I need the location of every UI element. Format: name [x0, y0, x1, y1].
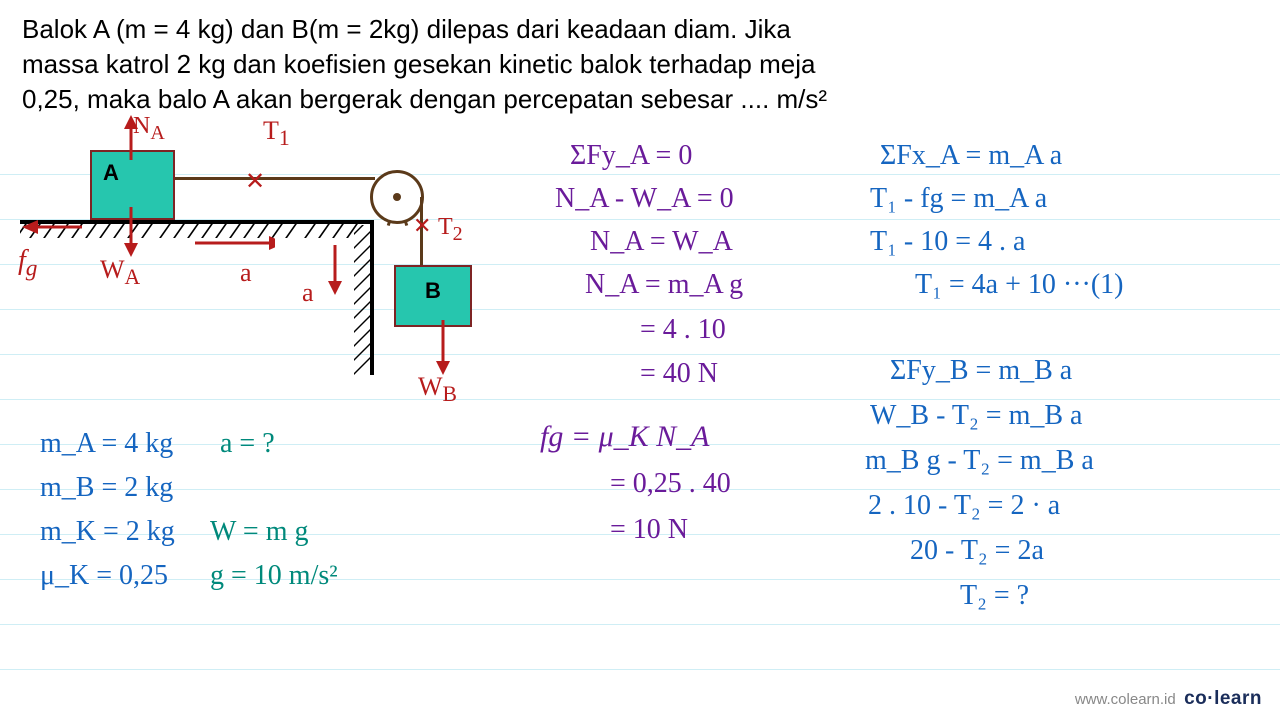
workA-4: N_A = m_A g [585, 269, 743, 301]
label-na: NA [133, 113, 165, 145]
footer: www.colearn.id co·learn [1075, 688, 1262, 710]
problem-line-1: Balok A (m = 4 kg) dan B(m = 2kg) dilepa… [22, 14, 791, 44]
workB-6: W_B - T₂ = m_B a [870, 400, 1082, 432]
arrow-a-horizontal [195, 233, 275, 253]
arrow-wa [116, 207, 146, 257]
arrow-wb [430, 320, 456, 375]
arrow-fg [22, 217, 82, 237]
given-g: g = 10 m/s² [210, 560, 338, 592]
workB-2: T₁ - fg = m_A a [870, 183, 1047, 215]
problem-statement: Balok A (m = 4 kg) dan B(m = 2kg) dilepa… [22, 12, 1022, 117]
workA-6: = 40 N [640, 358, 718, 390]
workB-9: 20 - T₂ = 2a [910, 535, 1044, 567]
workA-1: ΣFy_A = 0 [570, 140, 692, 172]
workA-5: = 4 . 10 [640, 314, 726, 346]
workB-4: T₁ = 4a + 10 ···(1) [915, 269, 1124, 301]
workB-1: ΣFx_A = m_A a [880, 140, 1062, 172]
workB-8: 2 . 10 - T₂ = 2 · a [868, 490, 1060, 522]
physics-diagram: A B ✕ ✕ [20, 125, 520, 405]
workA-8: = 0,25 . 40 [610, 468, 731, 500]
hatch-side [354, 225, 370, 375]
tension-t2-mark: ✕ [413, 213, 431, 239]
block-a-label: A [103, 160, 119, 186]
label-a-h: a [240, 258, 252, 288]
pulley-center [393, 193, 401, 201]
given-ma: m_A = 4 kg [40, 428, 173, 460]
workB-10: T₂ = ? [960, 580, 1029, 612]
label-t2: T2 [438, 214, 463, 246]
table-edge [370, 220, 374, 375]
label-t1: T1 [263, 116, 290, 151]
tension-t1-mark: ✕ [245, 167, 265, 196]
workA-3: N_A = W_A [590, 226, 733, 258]
workB-5: ΣFy_B = m_B a [890, 355, 1072, 387]
given-mk: m_K = 2 kg [40, 516, 175, 548]
footer-url: www.colearn.id [1075, 691, 1176, 708]
workA-7: fg = μ_K N_A [540, 420, 709, 454]
label-wa: WA [100, 255, 140, 290]
workB-7: m_B g - T₂ = m_B a [865, 445, 1094, 477]
problem-line-2: massa katrol 2 kg dan koefisien gesekan … [22, 49, 815, 79]
workA-2: N_A - W_A = 0 [555, 183, 734, 215]
given-a: a = ? [220, 428, 275, 460]
given-wmg: W = m g [210, 516, 309, 548]
rope-horizontal [175, 177, 375, 180]
label-wb: WB [418, 372, 457, 407]
given-muk: μ_K = 0,25 [40, 560, 168, 592]
footer-brand: co·learn [1184, 688, 1262, 709]
workA-9: = 10 N [610, 514, 688, 546]
given-mb: m_B = 2 kg [40, 472, 173, 504]
label-a-v: a [302, 278, 314, 308]
label-fg: fg [18, 245, 37, 283]
arrow-a-vertical [322, 245, 348, 295]
block-b-label: B [425, 278, 441, 304]
workB-3: T₁ - 10 = 4 . a [870, 226, 1025, 258]
problem-line-3: 0,25, maka balo A akan bergerak dengan p… [22, 84, 827, 114]
